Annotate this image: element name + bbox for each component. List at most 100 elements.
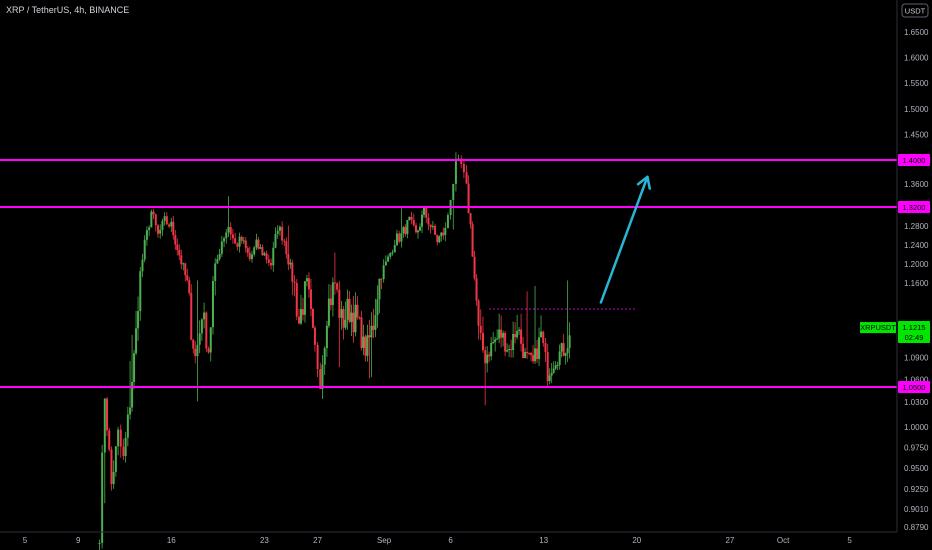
- candle-up[interactable]: [200, 319, 203, 334]
- candle-up[interactable]: [502, 333, 505, 338]
- candle-down[interactable]: [526, 352, 529, 354]
- candle-down[interactable]: [157, 225, 159, 234]
- candle-down[interactable]: [358, 317, 361, 319]
- candle-down[interactable]: [410, 216, 413, 220]
- candle-down[interactable]: [532, 354, 535, 362]
- candle-up[interactable]: [550, 372, 553, 376]
- candle-down[interactable]: [520, 329, 523, 344]
- candle-down[interactable]: [415, 225, 418, 233]
- candle-up[interactable]: [417, 230, 420, 233]
- candle-down[interactable]: [106, 398, 109, 431]
- candle-down[interactable]: [425, 207, 428, 218]
- candle-up[interactable]: [340, 309, 343, 318]
- candle-up[interactable]: [227, 226, 230, 233]
- candle-up[interactable]: [566, 348, 569, 354]
- candle-down[interactable]: [309, 289, 312, 309]
- candle-up[interactable]: [408, 216, 411, 221]
- candle-up[interactable]: [161, 220, 164, 230]
- candle-down[interactable]: [542, 331, 545, 344]
- candle-up[interactable]: [148, 227, 151, 231]
- candle-up[interactable]: [331, 282, 334, 306]
- candle-up[interactable]: [255, 239, 258, 248]
- candle-up[interactable]: [259, 247, 262, 249]
- candle-up[interactable]: [305, 278, 308, 282]
- candle-down[interactable]: [427, 217, 430, 225]
- candle-up[interactable]: [395, 233, 398, 246]
- candle-down[interactable]: [283, 240, 286, 242]
- candle-up[interactable]: [98, 542, 101, 544]
- candle-up[interactable]: [133, 353, 136, 383]
- candle-down[interactable]: [257, 239, 260, 249]
- candle-down[interactable]: [477, 300, 480, 326]
- candle-up[interactable]: [419, 226, 422, 231]
- candle-up[interactable]: [486, 354, 489, 364]
- candle-down[interactable]: [475, 278, 478, 301]
- candle-up[interactable]: [421, 214, 424, 227]
- currency-badge[interactable]: USDT: [901, 3, 929, 18]
- candle-up[interactable]: [454, 158, 457, 184]
- candle-up[interactable]: [354, 304, 357, 333]
- candle-down[interactable]: [467, 183, 470, 214]
- candle-down[interactable]: [536, 348, 539, 360]
- candle-down[interactable]: [336, 283, 339, 290]
- candle-up[interactable]: [508, 349, 511, 351]
- candle-up[interactable]: [438, 236, 441, 243]
- candle-down[interactable]: [180, 255, 183, 265]
- candle-down[interactable]: [473, 256, 476, 279]
- candle-down[interactable]: [368, 335, 371, 338]
- candle-up[interactable]: [117, 429, 120, 447]
- candle-up[interactable]: [538, 337, 541, 360]
- candle-down[interactable]: [319, 369, 322, 390]
- candle-up[interactable]: [242, 240, 245, 242]
- candle-up[interactable]: [114, 446, 117, 472]
- candle-down[interactable]: [484, 350, 487, 364]
- candle-down[interactable]: [352, 312, 355, 333]
- candle-up[interactable]: [564, 353, 567, 356]
- candle-up[interactable]: [218, 253, 221, 260]
- candle-up[interactable]: [446, 215, 449, 228]
- candle-up[interactable]: [524, 352, 527, 359]
- candle-up[interactable]: [494, 339, 497, 343]
- candle-up[interactable]: [534, 348, 537, 362]
- candle-up[interactable]: [540, 331, 543, 338]
- candle-up[interactable]: [492, 342, 495, 344]
- candle-up[interactable]: [366, 335, 369, 356]
- candle-down[interactable]: [481, 332, 484, 351]
- candle-up[interactable]: [518, 329, 521, 331]
- candle-up[interactable]: [327, 298, 330, 326]
- candle-up[interactable]: [325, 325, 328, 349]
- candle-down[interactable]: [265, 253, 268, 260]
- candle-up[interactable]: [384, 261, 387, 266]
- candle-up[interactable]: [423, 207, 425, 215]
- candle-up[interactable]: [238, 236, 241, 247]
- candle-down[interactable]: [522, 343, 525, 359]
- candle-up[interactable]: [299, 309, 302, 324]
- candle-up[interactable]: [440, 232, 443, 237]
- candle-up[interactable]: [389, 252, 392, 257]
- candle-up[interactable]: [274, 234, 277, 248]
- candle-down[interactable]: [287, 254, 290, 265]
- candle-up[interactable]: [278, 226, 281, 231]
- candle-up[interactable]: [560, 343, 563, 352]
- candle-up[interactable]: [554, 365, 557, 369]
- candle-down[interactable]: [168, 224, 171, 227]
- candle-down[interactable]: [152, 211, 155, 215]
- candle-down[interactable]: [329, 298, 332, 306]
- candle-down[interactable]: [248, 252, 251, 260]
- candle-down[interactable]: [348, 298, 351, 322]
- candle-down[interactable]: [465, 172, 468, 184]
- candle-up[interactable]: [126, 414, 129, 438]
- candle-down[interactable]: [246, 248, 249, 253]
- candle-down[interactable]: [404, 227, 407, 235]
- candle-down[interactable]: [562, 343, 565, 356]
- candle-down[interactable]: [333, 282, 336, 284]
- candle-down[interactable]: [172, 221, 175, 236]
- candle-up[interactable]: [203, 312, 206, 320]
- candle-up[interactable]: [289, 262, 292, 265]
- candle-up[interactable]: [216, 259, 219, 264]
- candle-up[interactable]: [220, 241, 223, 254]
- candle-down[interactable]: [154, 214, 157, 226]
- candle-down[interactable]: [110, 449, 113, 485]
- candle-down[interactable]: [184, 263, 187, 276]
- candle-down[interactable]: [462, 163, 465, 173]
